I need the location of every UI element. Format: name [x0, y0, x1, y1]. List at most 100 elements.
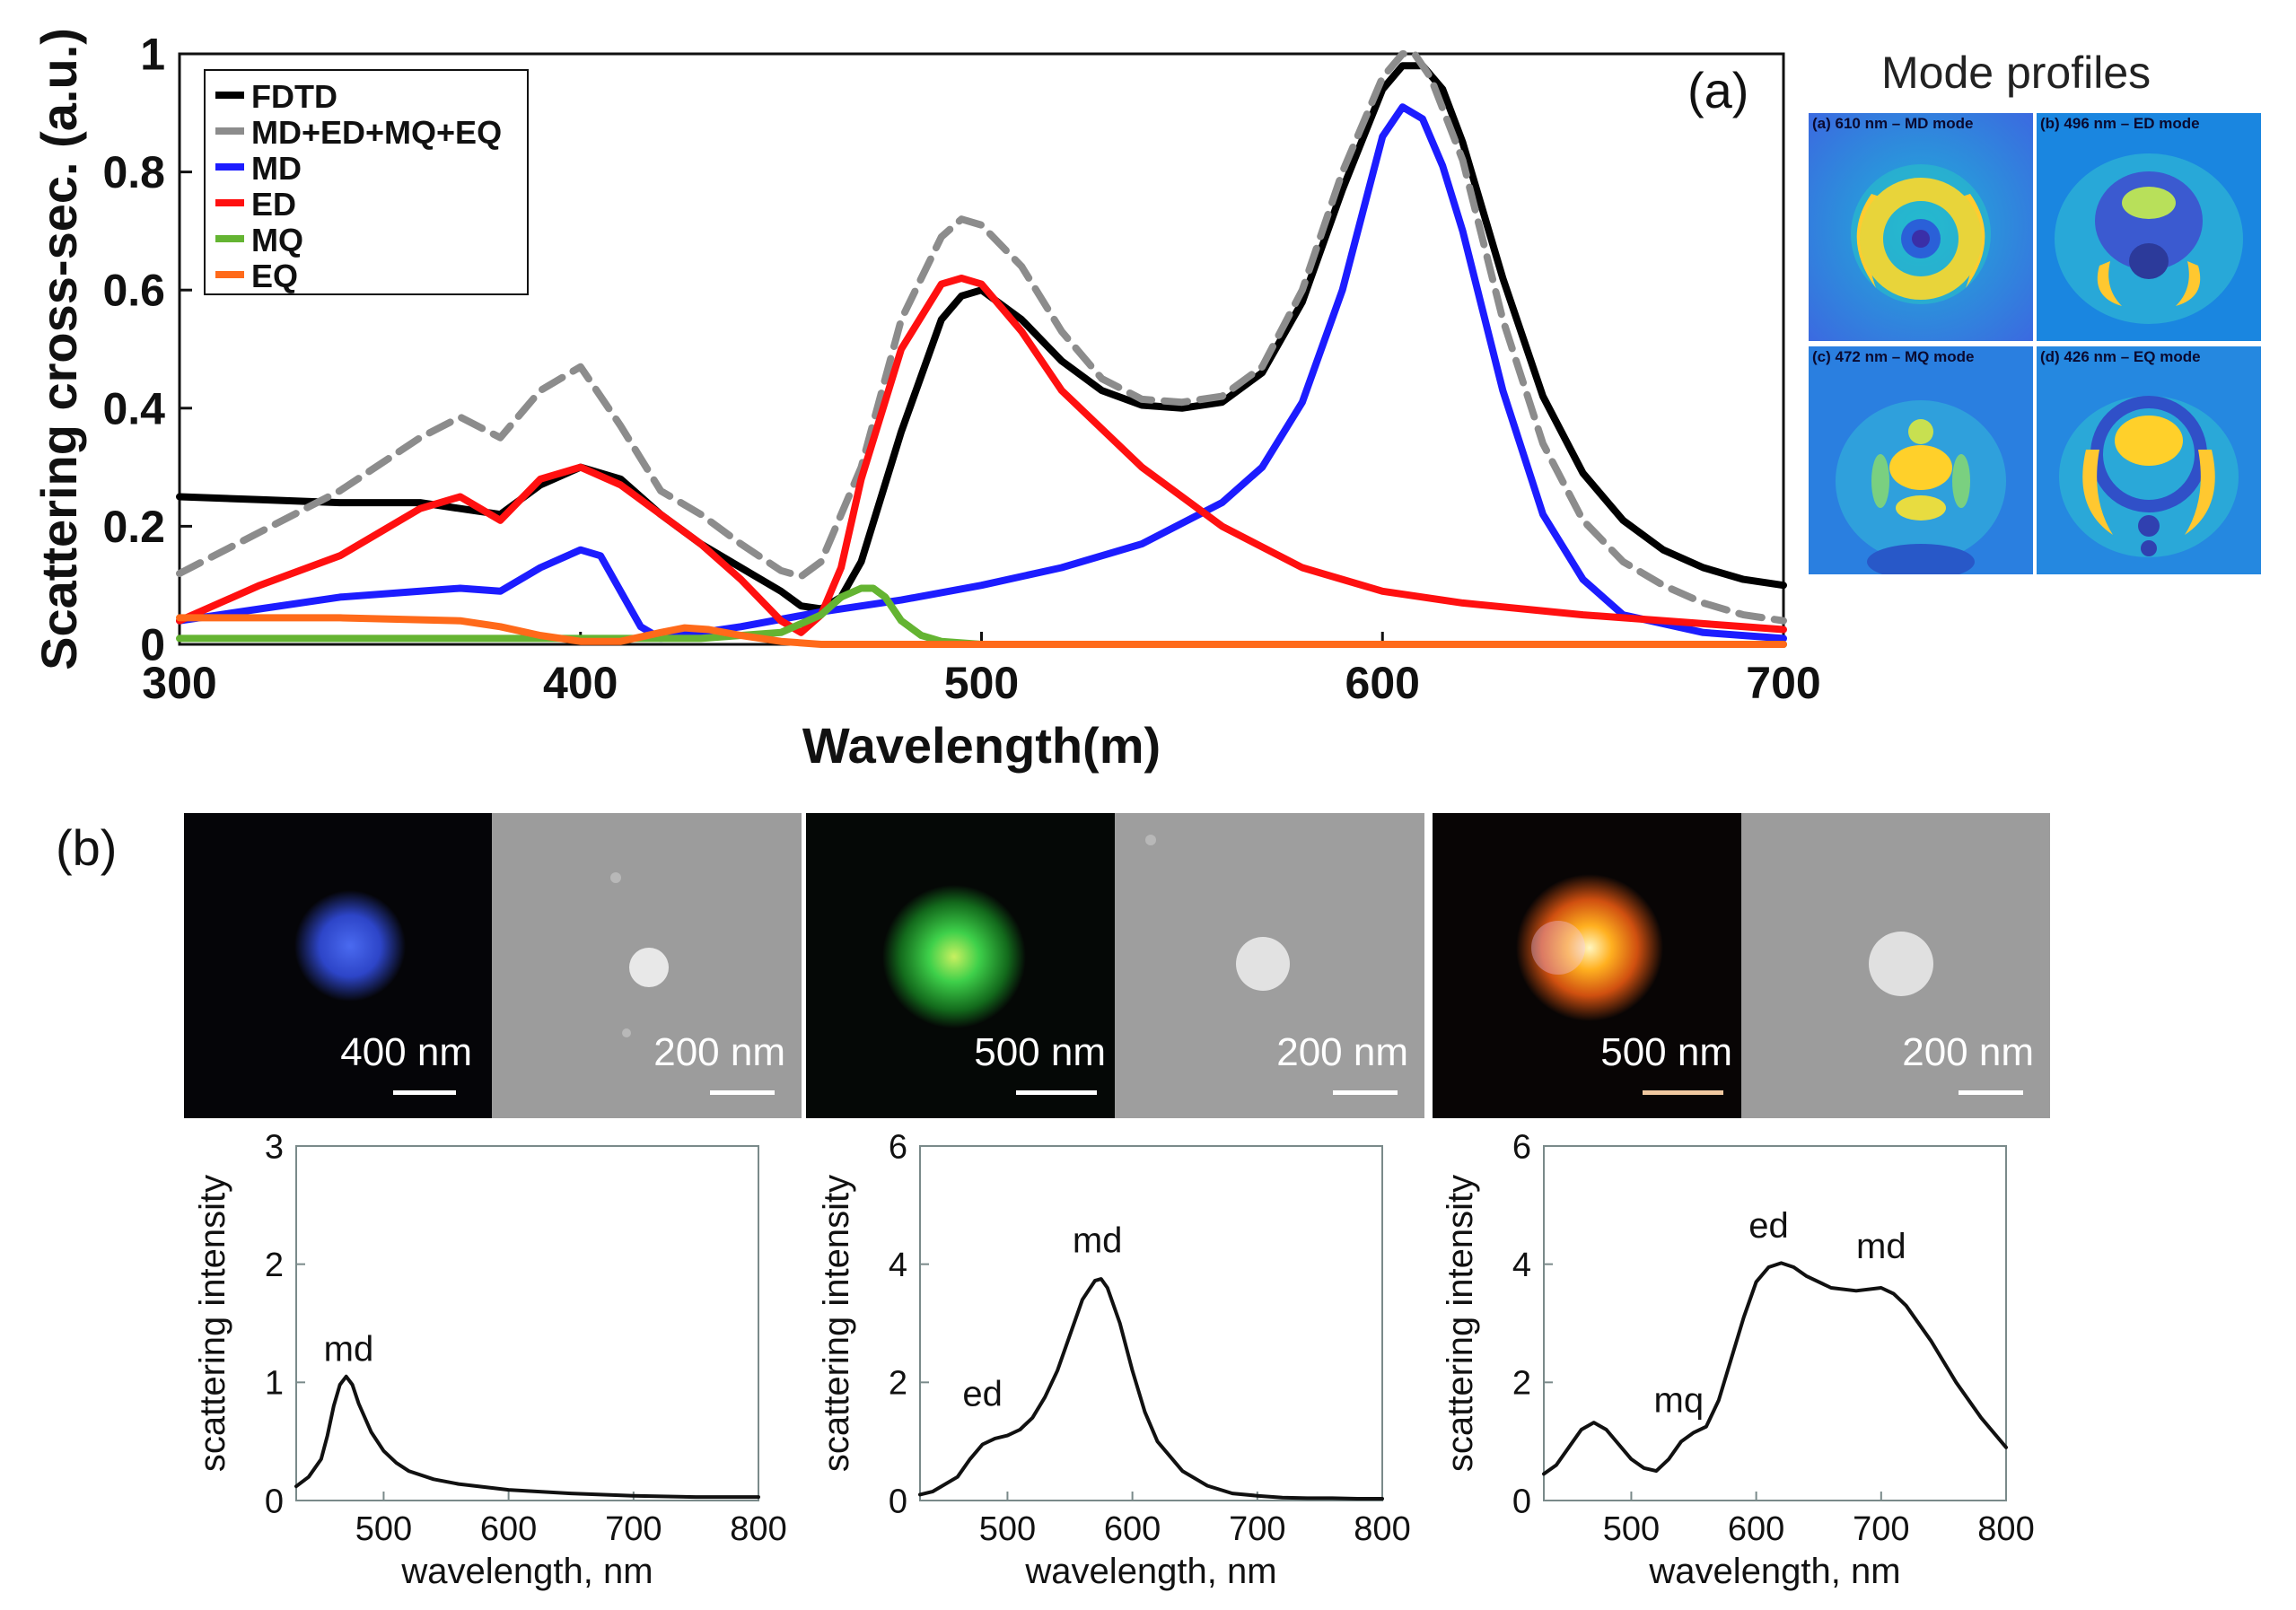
scale-bar-sem-1 [710, 1090, 775, 1095]
mode-profile-ed-image [2037, 113, 2261, 341]
sem-image-2: 200 nm [1115, 813, 1424, 1118]
darkfield-image-1: 400 nm [184, 813, 492, 1118]
x-tick-label: 300 [142, 658, 216, 708]
peak-annotation: md [1073, 1221, 1123, 1261]
peak-annotation: md [324, 1330, 374, 1369]
mode-caption-eq: (d) 426 nm – EQ mode [2040, 348, 2201, 365]
panel-label-a: (a) [1687, 62, 1749, 118]
y-tick-label: 0.2 [102, 502, 165, 552]
y-tick-label: 0.4 [102, 383, 165, 433]
legend-label-fdtd: FDTD [251, 78, 337, 115]
x-tick-label: 800 [730, 1510, 786, 1548]
scale-bar-dark-1 [393, 1090, 456, 1095]
mode-profile-md-image [1809, 113, 2033, 341]
darkfield-image-3: 500 nm [1433, 813, 1741, 1118]
y-tick-label: 1 [140, 30, 165, 80]
y-tick-label: 0 [1512, 1483, 1531, 1520]
scale-label-dark-3: 500 nm [1600, 1030, 1732, 1074]
x-axis-label: wavelength, nm [1024, 1552, 1276, 1591]
y-tick-label: 2 [889, 1365, 907, 1403]
chart-a: 300 400 500 600 700 0 0.2 0.4 0.6 0.8 1 Wavelength(… [31, 28, 1821, 774]
y-tick-label: 0 [889, 1483, 907, 1520]
darkfield-spot-2 [882, 885, 1026, 1028]
scale-bar-sem-2 [1333, 1090, 1398, 1095]
panel-label-b: (b) [56, 819, 118, 876]
y-axis-label: scattering intensity [817, 1175, 856, 1472]
x-tick-label: 700 [605, 1510, 662, 1548]
scale-label-sem-2: 200 nm [1276, 1030, 1408, 1074]
x-tick-label: 500 [944, 658, 1019, 708]
scale-bar-dark-3 [1643, 1090, 1723, 1095]
mode-profile-md: (a) 610 nm – MD mode [1809, 113, 2033, 341]
mode-caption-ed: (b) 496 nm – ED mode [2040, 115, 2200, 132]
scale-label-sem-3: 200 nm [1902, 1030, 2034, 1074]
peak-annotation: mq [1654, 1380, 1704, 1420]
series-line-md [176, 103, 1787, 643]
scale-label-sem-1: 200 nm [653, 1030, 785, 1074]
y-tick-label: 1 [265, 1365, 284, 1403]
y-tick-label: 3 [265, 1128, 284, 1166]
mode-profile-eq-image [2037, 346, 2261, 574]
sem-particle-2 [1145, 835, 1290, 991]
x-tick-label: 600 [1345, 658, 1420, 708]
x-axis-label: wavelength, nm [1648, 1552, 1900, 1591]
mode-profile-eq: (d) 426 nm – EQ mode [2037, 346, 2261, 574]
y-axis-label: Scattering cross-sec. (a.u.) [31, 28, 87, 670]
peak-annotation: ed [962, 1375, 1003, 1414]
mode-profile-mq: (c) 472 nm – MQ mode [1809, 346, 2033, 574]
y-tick-label: 0 [140, 620, 165, 670]
plot-frame [919, 1145, 1383, 1501]
x-tick-label: 700 [1746, 658, 1820, 708]
x-axis-label: Wavelength(m) [802, 717, 1161, 774]
peak-annotation: md [1856, 1227, 1906, 1266]
mode-caption-mq: (c) 472 nm – MQ mode [1812, 348, 1975, 365]
sem-particle-3 [1869, 932, 1933, 996]
mode-profiles-title: Mode profiles [1881, 48, 2151, 98]
y-tick-label: 4 [1512, 1247, 1531, 1284]
series-line-ed [176, 275, 1787, 636]
mode-profile-mq-image [1809, 346, 2033, 574]
x-tick-label: 500 [979, 1510, 1036, 1548]
darkfield-spot-3 [1516, 874, 1663, 1021]
y-tick-label: 0.8 [102, 147, 165, 197]
legend-label-ed: ED [251, 186, 296, 223]
mode-profile-ed: (b) 496 nm – ED mode [2037, 113, 2261, 341]
x-tick-label: 600 [480, 1510, 537, 1548]
scale-bar-dark-2 [1016, 1090, 1097, 1095]
series-line-spectrum [1542, 1261, 2008, 1476]
series-line-md-ed-mq-eq [176, 50, 1787, 625]
series-line-eq [176, 614, 1787, 648]
series-line-spectrum [918, 1277, 1384, 1501]
peak-annotation: ed [1748, 1206, 1789, 1246]
legend-label-mq: MQ [251, 222, 303, 258]
y-tick-label: 0.6 [102, 266, 165, 316]
x-tick-label: 600 [1104, 1510, 1161, 1548]
darkfield-image-2: 500 nm [806, 813, 1115, 1118]
legend-label-md-ed-mq-eq: MD+ED+MQ+EQ [251, 114, 502, 151]
scale-label-dark-2: 500 nm [974, 1030, 1106, 1074]
y-axis-label: scattering intensity [193, 1175, 232, 1472]
x-axis-label: wavelength, nm [400, 1552, 653, 1591]
sem-image-1: 200 nm [492, 813, 802, 1118]
x-tick-label: 700 [1229, 1510, 1285, 1548]
x-tick-label: 700 [1853, 1510, 1909, 1548]
y-tick-label: 4 [889, 1247, 907, 1284]
legend-label-md: MD [251, 150, 302, 187]
y-tick-label: 0 [265, 1483, 284, 1520]
chart-b1: 500 600 700 800 0 1 2 3 wavelength, nm scattering… [193, 1128, 787, 1591]
y-axis-label: scattering intensity [1441, 1175, 1480, 1472]
mode-caption-md: (a) 610 nm – MD mode [1812, 115, 1974, 132]
plot-frame [295, 1145, 759, 1501]
y-tick-label: 2 [1512, 1365, 1531, 1403]
chart-b2: 500 600 700 800 0 2 4 6 wavelength, nm scattering… [817, 1128, 1411, 1591]
x-tick-label: 500 [355, 1510, 412, 1548]
y-tick-label: 6 [1512, 1128, 1531, 1166]
chart-b3: 500 600 700 800 0 2 4 6 wavelength, nm scattering… [1441, 1128, 2035, 1591]
x-tick-label: 400 [543, 658, 618, 708]
legend-label-eq: EQ [251, 258, 298, 294]
y-tick-label: 6 [889, 1128, 907, 1166]
x-tick-label: 500 [1603, 1510, 1660, 1548]
scale-label-dark-1: 400 nm [340, 1030, 472, 1074]
x-tick-label: 600 [1728, 1510, 1784, 1548]
